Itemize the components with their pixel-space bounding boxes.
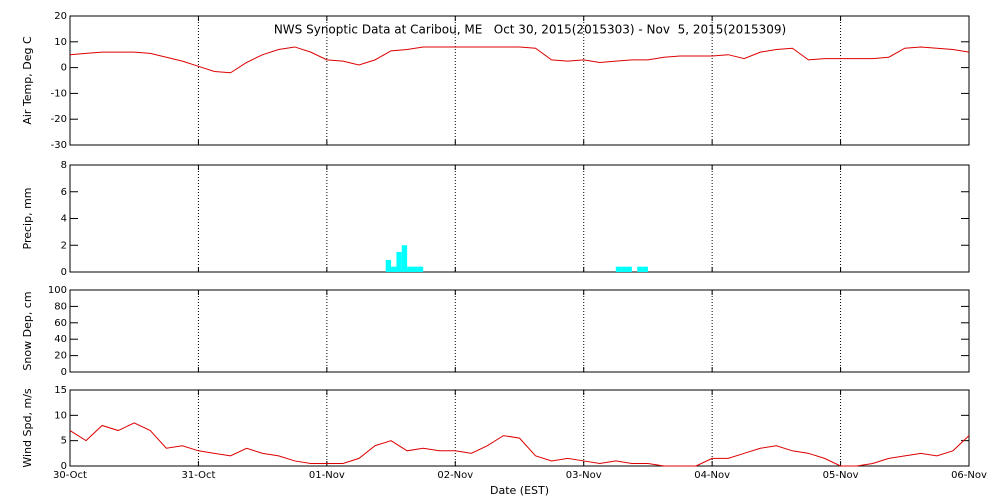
x-tick-label: 06-Nov <box>951 470 987 481</box>
bar <box>642 266 648 272</box>
bar <box>391 266 397 272</box>
y-tick-label: 0 <box>61 461 67 472</box>
x-tick-label: 31-Oct <box>181 470 215 481</box>
panel-frame <box>69 164 970 273</box>
y-axis-label: Snow Dep, cm <box>21 291 34 370</box>
bar <box>615 266 622 272</box>
panel-frame <box>69 15 970 146</box>
line-series <box>69 46 970 74</box>
line-series <box>69 422 970 467</box>
y-tick-label: 0 <box>61 267 67 278</box>
y-tick-label: 10 <box>54 37 67 48</box>
bar <box>412 266 418 272</box>
y-tick-label: 5 <box>61 436 67 447</box>
y-tick-label: 0 <box>61 367 67 378</box>
y-tick-label: 15 <box>54 385 67 396</box>
y-tick-label: 40 <box>54 334 67 345</box>
bar <box>407 266 413 272</box>
y-tick-label: 2 <box>61 240 67 251</box>
y-tick-label: -20 <box>51 114 67 125</box>
panel-frame <box>69 389 970 467</box>
y-tick-label: 80 <box>54 301 67 312</box>
y-axis-label: Wind Spd, m/s <box>21 388 34 468</box>
x-tick-label: 30-Oct <box>53 470 87 481</box>
bar <box>637 266 643 272</box>
y-tick-label: 0 <box>61 63 67 74</box>
y-tick-label: 100 <box>48 285 67 296</box>
bar <box>401 245 408 272</box>
chart-title: NWS Synoptic Data at Caribou, ME Oct 30,… <box>274 23 786 37</box>
bar <box>417 266 424 272</box>
y-tick-label: 4 <box>61 214 67 225</box>
bar <box>626 266 632 272</box>
y-axis-label: Air Temp, Deg C <box>21 36 34 125</box>
y-tick-label: 8 <box>61 160 67 171</box>
y-tick-label: -30 <box>51 140 67 151</box>
bar <box>621 266 627 272</box>
bar <box>385 259 392 272</box>
x-tick-label: 03-Nov <box>566 470 602 481</box>
panel-frame <box>69 289 970 373</box>
x-tick-label: 01-Nov <box>309 470 345 481</box>
y-tick-label: 6 <box>61 187 67 198</box>
y-axis-label: Precip, mm <box>21 188 34 250</box>
y-tick-label: 60 <box>54 318 67 329</box>
x-tick-label: 04-Nov <box>694 470 730 481</box>
x-tick-label: 02-Nov <box>437 470 473 481</box>
x-tick-label: 05-Nov <box>823 470 859 481</box>
y-tick-label: 20 <box>54 11 67 22</box>
bar <box>396 251 402 272</box>
y-tick-label: 20 <box>54 351 67 362</box>
x-axis-label: Date (EST) <box>490 484 549 497</box>
y-tick-label: -10 <box>51 88 67 99</box>
y-tick-label: 10 <box>54 410 67 421</box>
